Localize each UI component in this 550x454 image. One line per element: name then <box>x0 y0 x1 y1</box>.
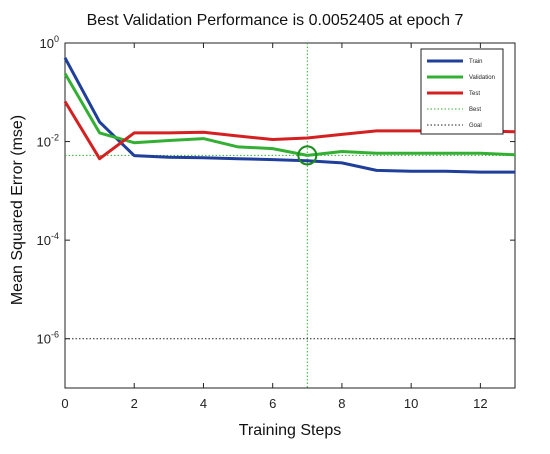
x-tick-label: 0 <box>61 396 68 411</box>
x-tick-label: 8 <box>338 396 345 411</box>
legend-label-goal: Goal <box>469 123 482 129</box>
x-axis-label: Training Steps <box>238 422 342 439</box>
y-tick-label: 10-2 <box>37 133 59 150</box>
legend-label-best: Best <box>469 107 481 113</box>
y-tick-label: 10-6 <box>37 330 59 347</box>
x-tick-label: 2 <box>131 396 138 411</box>
best-point-marker <box>297 145 318 166</box>
chart-title: Best Validation Performance is 0.0052405… <box>86 12 464 29</box>
x-tick-label: 12 <box>473 396 487 411</box>
legend-label-validation: Validation <box>469 75 495 81</box>
legend-label-test: Test <box>469 91 480 97</box>
series-line-train <box>63 57 515 174</box>
x-tick-label: 10 <box>404 396 418 411</box>
legend-label-train: Train <box>469 59 482 65</box>
x-tick-label: 6 <box>269 396 276 411</box>
y-tick-label: 100 <box>40 34 59 51</box>
x-tick-label: 4 <box>200 396 207 411</box>
series-line-validation <box>63 72 516 157</box>
y-tick-label: 10-4 <box>37 231 59 248</box>
